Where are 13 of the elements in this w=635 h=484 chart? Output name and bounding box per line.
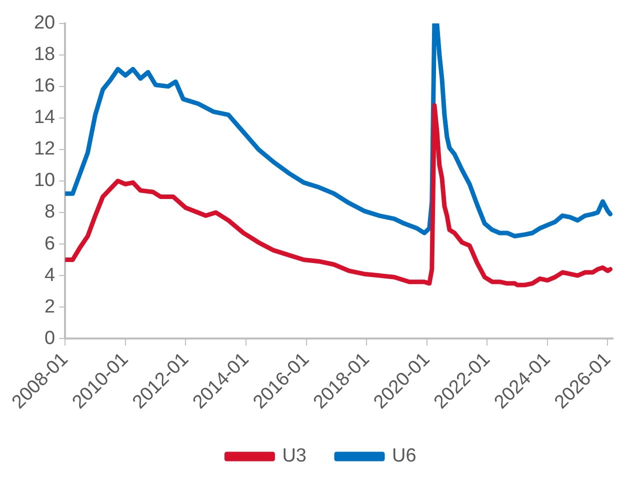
y-tick-label: 18 — [34, 44, 56, 66]
y-tick-label: 16 — [34, 76, 56, 97]
y-tick-label: 6 — [44, 233, 56, 254]
y-tick-label: 14 — [34, 107, 56, 128]
y-tick-label: 12 — [34, 138, 56, 160]
y-tick-label: 4 — [44, 264, 56, 286]
y-tick-label: 8 — [44, 202, 56, 223]
y-tick-label: 2 — [44, 296, 56, 318]
legend-label: U3 — [282, 446, 307, 467]
y-tick-label: 20 — [34, 12, 56, 34]
legend-label: U6 — [392, 446, 416, 467]
y-tick-label: 0 — [44, 328, 56, 349]
y-tick-label: 10 — [34, 170, 56, 192]
